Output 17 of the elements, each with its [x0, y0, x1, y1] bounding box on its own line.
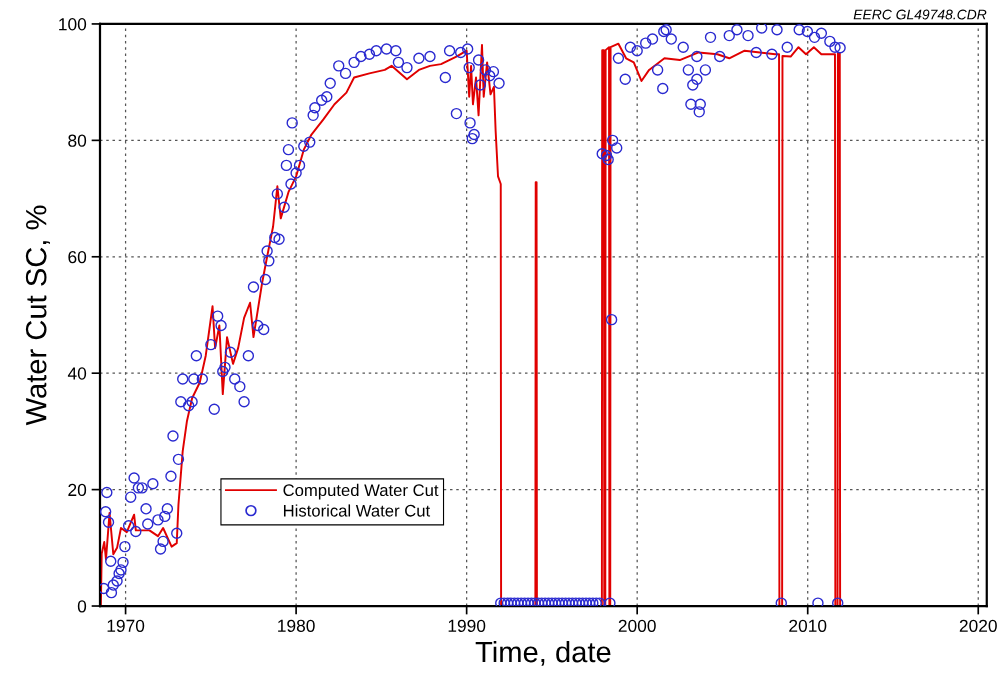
- x-tick-label: 2000: [618, 619, 656, 632]
- x-tick-label: 2020: [959, 619, 997, 632]
- x-tick-label: 1970: [107, 619, 145, 632]
- y-tick-label: 20: [68, 483, 87, 497]
- legend-label: Historical Water Cut: [283, 504, 431, 517]
- y-tick-label: 0: [77, 600, 87, 613]
- y-tick-label: 80: [68, 134, 87, 147]
- x-tick-label: 1980: [278, 619, 315, 632]
- text: EERC GL49748.CDR: [853, 9, 987, 20]
- y-tick-label: 40: [67, 367, 87, 380]
- x-axis-title: Time, date: [475, 640, 611, 666]
- y-tick-label: 60: [68, 250, 87, 264]
- y-tick-label: 100: [59, 18, 87, 31]
- x-tick-label: 2010: [789, 619, 827, 632]
- x-tick-label: 1990: [448, 619, 486, 632]
- legend-label: Computed Water Cut: [283, 483, 439, 500]
- y-axis-title: Water Cut SC, %: [25, 205, 50, 426]
